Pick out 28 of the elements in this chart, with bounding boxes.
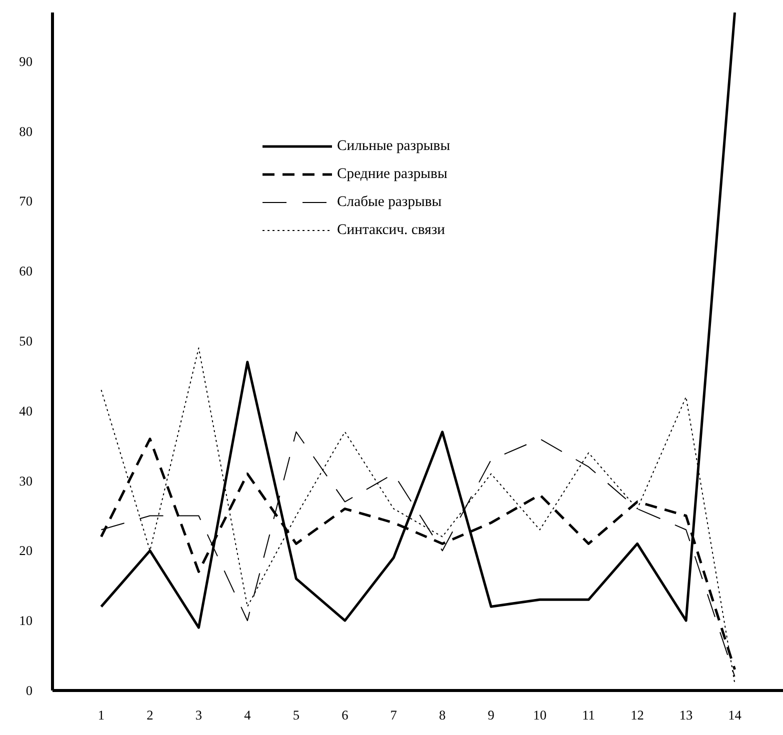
y-tick-label: 20 xyxy=(19,543,33,558)
x-tick-label: 14 xyxy=(728,708,742,722)
x-tick-label: 7 xyxy=(390,708,398,722)
y-tick-label: 70 xyxy=(19,194,33,209)
y-tick-label: 0 xyxy=(26,683,33,698)
y-tick-label: 80 xyxy=(19,124,33,139)
x-tick-label: 12 xyxy=(630,708,644,722)
y-tick-label: 30 xyxy=(19,473,33,488)
x-tick-label: 5 xyxy=(292,708,300,722)
legend-label: Слабые разрывы xyxy=(337,194,442,210)
legend-label: Средние разрывы xyxy=(337,166,448,182)
x-tick-label: 9 xyxy=(488,708,495,722)
x-tick-label: 1 xyxy=(98,708,105,722)
x-tick-label: 3 xyxy=(195,708,202,722)
x-tick-label: 4 xyxy=(244,708,252,722)
y-tick-label: 90 xyxy=(19,54,33,69)
x-tick-label: 8 xyxy=(439,708,446,722)
legend-label: Синтаксич. связи xyxy=(337,222,445,238)
y-tick-label: 40 xyxy=(19,403,33,418)
y-tick-label: 50 xyxy=(19,334,33,349)
x-tick-label: 2 xyxy=(146,708,154,722)
x-tick-label: 10 xyxy=(533,708,547,722)
x-tick-label: 6 xyxy=(342,708,349,722)
x-tick-label: 13 xyxy=(679,708,694,722)
y-tick-label: 10 xyxy=(19,613,33,628)
legend-label: Сильные разрывы xyxy=(337,138,450,154)
y-tick-label: 60 xyxy=(19,264,33,279)
x-tick-label: 11 xyxy=(582,708,595,722)
